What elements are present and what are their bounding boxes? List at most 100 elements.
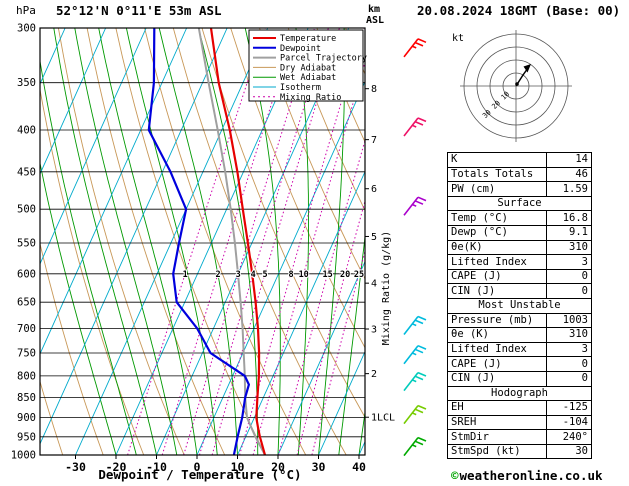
legend-label: Dewpoint	[280, 44, 321, 54]
table-row: CAPE (J) 0	[447, 268, 592, 285]
hodograph-unit-label: kt	[452, 33, 464, 44]
km-tick-label: 5	[371, 232, 377, 243]
km-tick-label: 1LCL	[371, 413, 395, 424]
km-tick-label: 3	[371, 325, 377, 336]
dewpoint-curve	[147, 28, 251, 455]
mixing-ratio-label: 2	[215, 270, 220, 280]
temp-tick-label: 0	[194, 460, 201, 474]
legend-label: Temperature	[280, 34, 336, 44]
hodograph-trace	[515, 67, 529, 87]
datetime-label: 20.08.2024 18GMT (Base: 00)	[417, 3, 620, 18]
copyright-link[interactable]: ©weatheronline.co.uk	[451, 468, 603, 483]
pressure-tick-label: 750	[17, 348, 36, 360]
pressure-tick-label: 650	[17, 297, 36, 309]
table-row: CAPE (J) 0	[447, 356, 592, 372]
pressure-tick-label: 550	[17, 238, 36, 250]
table-row: Lifted Index 3	[447, 341, 592, 358]
wind-barb	[403, 436, 427, 457]
table-row: θe(K) 310	[447, 239, 592, 256]
pressure-tick-label: 800	[17, 370, 36, 382]
hodograph-arrowhead	[523, 64, 531, 73]
mixing-ratio-label: 1	[183, 270, 188, 280]
temp-tick-label: -30	[65, 460, 86, 474]
mixing-ratio-label: 20	[340, 270, 350, 280]
wind-barb	[403, 117, 427, 137]
temp-tick-label: 10	[231, 460, 245, 474]
table-row: CIN (J) 0	[447, 370, 592, 387]
temp-tick-label: 20	[271, 460, 285, 474]
mixing-ratio-label: 15	[322, 270, 332, 280]
hodograph-ring	[489, 59, 543, 113]
pressure-tick-label: 300	[17, 23, 36, 35]
hodograph-ring-label: 30	[481, 108, 493, 120]
km-tick-label: 7	[371, 135, 377, 146]
wind-barb	[403, 196, 427, 216]
generated-chart-layers: 1 2 3 4 5 8 10 15 20 2530035040045050055060065070…	[11, 23, 572, 474]
table-row: θe (K) 310	[447, 327, 592, 343]
hodograph-ring	[502, 72, 530, 100]
mixing-ratio-label: 25	[354, 270, 364, 280]
pressure-tick-label: 600	[17, 268, 36, 280]
hodograph-ring	[463, 33, 569, 139]
isotherm-lines	[40, 28, 365, 455]
pressure-tick-label: 850	[17, 392, 36, 404]
pressure-tick-label: 950	[17, 431, 36, 443]
wind-barb	[403, 315, 427, 335]
temp-tick-label: -10	[146, 460, 167, 474]
table-row: Totals Totals 46	[447, 166, 592, 183]
station-title: 52°12'N 0°11'E 53m ASL	[56, 3, 222, 18]
table-row: PW (cm) 1.59	[447, 181, 592, 197]
copyright-text: weatheronline.co.uk	[459, 468, 603, 483]
temp-tick-label: -20	[106, 460, 127, 474]
wind-barb	[403, 404, 427, 425]
temp-tick-label: 40	[352, 460, 366, 474]
table-row: StmDir 240°	[447, 429, 592, 445]
copyright-symbol: ©	[451, 468, 459, 483]
pressure-tick-label: 1000	[11, 450, 36, 462]
pressure-tick-label: 450	[17, 166, 36, 178]
pressure-unit-label: hPa	[16, 4, 36, 17]
temp-tick-label: 30	[312, 460, 326, 474]
mixing-ratio-axis-label: Mixing Ratio (g/kg)	[381, 231, 392, 345]
mixing-ratio-label: 4	[251, 270, 256, 280]
mixing-ratio-label: 3	[236, 270, 241, 280]
table-row: K 14	[447, 152, 592, 168]
pressure-tick-label: 900	[17, 412, 36, 424]
km-tick-label: 2	[371, 369, 377, 380]
wind-barbs	[403, 38, 427, 457]
xaxis-label: Dewpoint / Temperature (°C)	[98, 467, 301, 482]
table-row: Temp (°C) 16.8	[447, 210, 592, 226]
table-row: EH -125	[447, 400, 592, 416]
table-row: Lifted Index 3	[447, 254, 592, 270]
wind-barb	[403, 38, 427, 58]
mixing-ratio-label: 10	[299, 270, 309, 280]
km-tick-label: 6	[371, 184, 377, 195]
pressure-tick-label: 500	[17, 204, 36, 216]
km-tick-label: 4	[371, 279, 377, 290]
table-row: Dewp (°C) 9.1	[447, 224, 592, 241]
mixing-ratio-label: 8	[288, 270, 293, 280]
wind-barb	[403, 371, 427, 392]
indices-table: K 14 Totals Totals 46 PW (cm) 1.59 Surface Temp…	[447, 152, 592, 460]
plot-border	[39, 27, 366, 456]
indices-panel: K 14 Totals Totals 46 PW (cm) 1.59 Surface Temp…	[447, 152, 592, 460]
table-row: CIN (J) 0	[447, 283, 592, 299]
km-tick-label: 8	[371, 84, 377, 95]
pressure-tick-label: 700	[17, 323, 36, 335]
wind-barb	[403, 344, 427, 365]
table-row: SREH -104	[447, 414, 592, 431]
table-section-header: Surface	[447, 195, 592, 212]
parcel-trajectory-curve	[197, 28, 266, 455]
asl-axis-unit: ASL	[366, 15, 384, 26]
legend-label: Wet Adiabat	[280, 73, 336, 83]
legend-label: Mixing Ratio	[280, 93, 341, 103]
hodograph-ring-label: 10	[500, 90, 512, 102]
hodograph-ring-label: 20	[490, 99, 502, 111]
legend-label: Parcel Trajectory	[280, 54, 367, 64]
table-section-header: Most Unstable	[447, 297, 592, 314]
pressure-tick-label: 350	[17, 77, 36, 89]
mixing-ratio-label: 5	[262, 270, 267, 280]
